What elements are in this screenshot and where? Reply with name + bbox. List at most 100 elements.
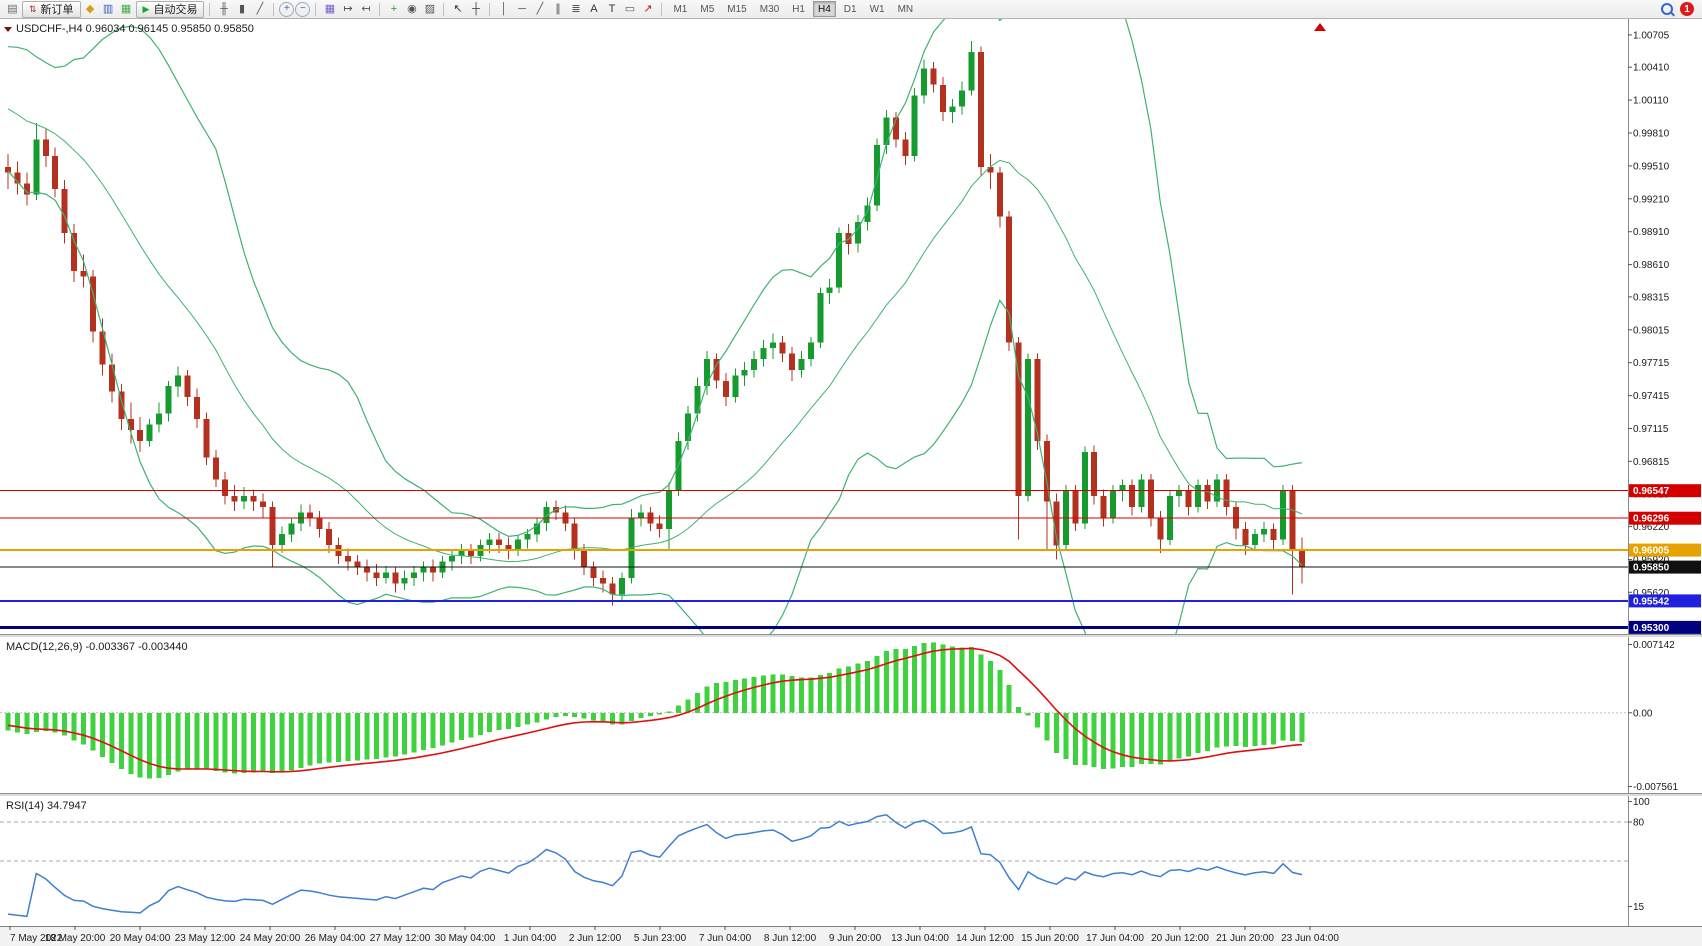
- indicators-icon[interactable]: +: [390, 2, 398, 15]
- periods-icon[interactable]: ◉: [407, 2, 417, 15]
- time-label: 14 Jun 12:00: [956, 933, 1014, 944]
- magnifier-icon: [1660, 3, 1673, 15]
- time-label: 24 May 20:00: [240, 933, 301, 944]
- text-icon[interactable]: A: [590, 2, 598, 15]
- svg-text:0.98015: 0.98015: [1633, 325, 1670, 336]
- templates-icon[interactable]: ▨: [424, 2, 436, 15]
- price-box-0.95300: 0.95300: [1629, 620, 1701, 634]
- time-label: 7 May 2022: [10, 933, 63, 944]
- time-label: 8 Jun 12:00: [764, 933, 817, 944]
- svg-text:-0.007561: -0.007561: [1633, 782, 1678, 793]
- svg-text:0.00: 0.00: [1633, 708, 1653, 719]
- autotrading-button[interactable]: ▶ 自动交易: [135, 0, 205, 18]
- arrow-tools-icon[interactable]: ↗: [643, 2, 653, 15]
- toolbar-separator: [489, 2, 491, 16]
- cursor-icon[interactable]: ↖: [453, 2, 463, 15]
- time-axis[interactable]: [0, 926, 1702, 946]
- new-order-button[interactable]: ⇅ 新订单: [22, 0, 81, 18]
- panel-splitter[interactable]: [0, 634, 1702, 637]
- fibonacci-icon[interactable]: ≣: [571, 2, 581, 15]
- svg-text:0.007142: 0.007142: [1633, 640, 1675, 651]
- label-icon[interactable]: T: [608, 2, 616, 15]
- svg-text:0.98610: 0.98610: [1633, 260, 1670, 271]
- time-label: 21 Jun 20:00: [1216, 933, 1274, 944]
- toolbar-separator: [379, 2, 381, 16]
- macd-scale-labels: 0.007142 0.00 -0.007561: [1628, 640, 1678, 793]
- time-label: 23 May 12:00: [175, 933, 236, 944]
- horizontal-line-icon[interactable]: ─: [518, 2, 526, 15]
- search-icon[interactable]: [1658, 2, 1675, 17]
- svg-text:0.98315: 0.98315: [1633, 292, 1670, 303]
- time-label: 20 Jun 12:00: [1151, 933, 1209, 944]
- toolbar-separator: [273, 2, 275, 16]
- candlestick-chart-icon[interactable]: ▮: [238, 2, 245, 15]
- svg-text:0.96220: 0.96220: [1633, 522, 1670, 533]
- macd-signal-line: [7, 647, 1303, 773]
- new-order-button-label: 新订单: [40, 4, 74, 16]
- price-box-0.96547: 0.96547: [1629, 484, 1701, 498]
- timeframe-button-h1[interactable]: H1: [792, 3, 805, 15]
- chart-plot-area[interactable]: [0, 19, 1702, 634]
- svg-text:0.99210: 0.99210: [1633, 194, 1670, 205]
- bar-chart-icon[interactable]: ╫: [220, 2, 228, 15]
- time-label: 5 Jun 23:00: [634, 933, 687, 944]
- zoom-out-icon[interactable]: −: [295, 1, 311, 17]
- timeframe-button-m30[interactable]: M30: [759, 3, 780, 15]
- svg-text:0.99810: 0.99810: [1633, 129, 1670, 140]
- tile-windows-icon[interactable]: ▦: [324, 2, 336, 15]
- timeframe-button-m15[interactable]: M15: [727, 3, 747, 15]
- price-box-0.96296: 0.96296: [1629, 511, 1701, 525]
- chart-canvas[interactable]: 1.00705 1.00410 1.00110 0.99810 0.99510 0.992…: [0, 19, 1702, 946]
- svg-text:0.95920: 0.95920: [1633, 555, 1670, 566]
- zoom-in-icon[interactable]: +: [279, 1, 295, 17]
- svg-text:0.96296: 0.96296: [1633, 514, 1670, 525]
- price-box-0.95542: 0.95542: [1629, 594, 1701, 608]
- navigator-icon[interactable]: ▦: [120, 2, 132, 15]
- line-chart-icon[interactable]: ╱: [256, 2, 264, 15]
- candlestick-series: [5, 40, 1305, 606]
- svg-text:15: 15: [1633, 902, 1645, 913]
- time-label: 1 Jun 04:00: [504, 933, 557, 944]
- auto-scroll-icon[interactable]: ↦: [343, 2, 353, 15]
- timeframe-button-m5[interactable]: M5: [700, 3, 715, 15]
- price-box-0.95850: 0.95850: [1629, 560, 1701, 574]
- toolbar-separator: [315, 2, 317, 16]
- time-label: 27 May 12:00: [370, 933, 431, 944]
- channel-icon[interactable]: ∥: [555, 2, 561, 15]
- toolbar-separator: [661, 2, 663, 16]
- svg-text:80: 80: [1633, 818, 1645, 829]
- price-scale[interactable]: [1628, 19, 1702, 926]
- crosshair-icon[interactable]: ┼: [472, 2, 480, 15]
- timeframe-button-mn[interactable]: MN: [897, 3, 914, 15]
- chart-shift-icon[interactable]: ↤: [361, 2, 371, 15]
- time-label: 18 May 20:00: [45, 933, 106, 944]
- price-box-0.96005: 0.96005: [1629, 543, 1701, 557]
- svg-text:1.00705: 1.00705: [1633, 30, 1670, 41]
- shapes-icon[interactable]: ▭: [624, 2, 636, 15]
- new-order-icon: ⇅: [29, 3, 37, 14]
- svg-text:0.95850: 0.95850: [1633, 563, 1670, 574]
- timeframe-button-d1[interactable]: D1: [843, 3, 857, 15]
- new-chart-icon[interactable]: ▤: [7, 2, 18, 15]
- main-chart-panel: [0, 19, 1628, 634]
- svg-text:1.00410: 1.00410: [1633, 63, 1670, 74]
- chart-shift-marker-icon[interactable]: [1314, 23, 1326, 31]
- timeframe-button-w1[interactable]: W1: [869, 3, 885, 15]
- svg-text:0.96815: 0.96815: [1633, 457, 1670, 468]
- svg-text:0.95300: 0.95300: [1633, 623, 1670, 634]
- time-label: 13 Jun 04:00: [891, 933, 949, 944]
- svg-text:0.98910: 0.98910: [1633, 227, 1670, 238]
- panel-splitter[interactable]: [0, 793, 1702, 796]
- alerts-icon[interactable]: ◆: [85, 2, 95, 15]
- autotrading-play-icon: ▶: [142, 3, 150, 14]
- timeframe-button-m1[interactable]: M1: [673, 3, 688, 15]
- notification-badge[interactable]: 1: [1680, 2, 1694, 16]
- svg-text:0.96547: 0.96547: [1633, 486, 1670, 497]
- vertical-line-icon[interactable]: │: [500, 2, 508, 15]
- market-watch-icon[interactable]: ▥: [102, 2, 114, 15]
- svg-text:0.95620: 0.95620: [1633, 588, 1670, 599]
- time-label: 20 May 04:00: [110, 933, 171, 944]
- timeframe-button-h4[interactable]: H4: [812, 1, 836, 17]
- macd-histogram: [5, 642, 1305, 779]
- trendline-icon[interactable]: ╱: [536, 2, 544, 15]
